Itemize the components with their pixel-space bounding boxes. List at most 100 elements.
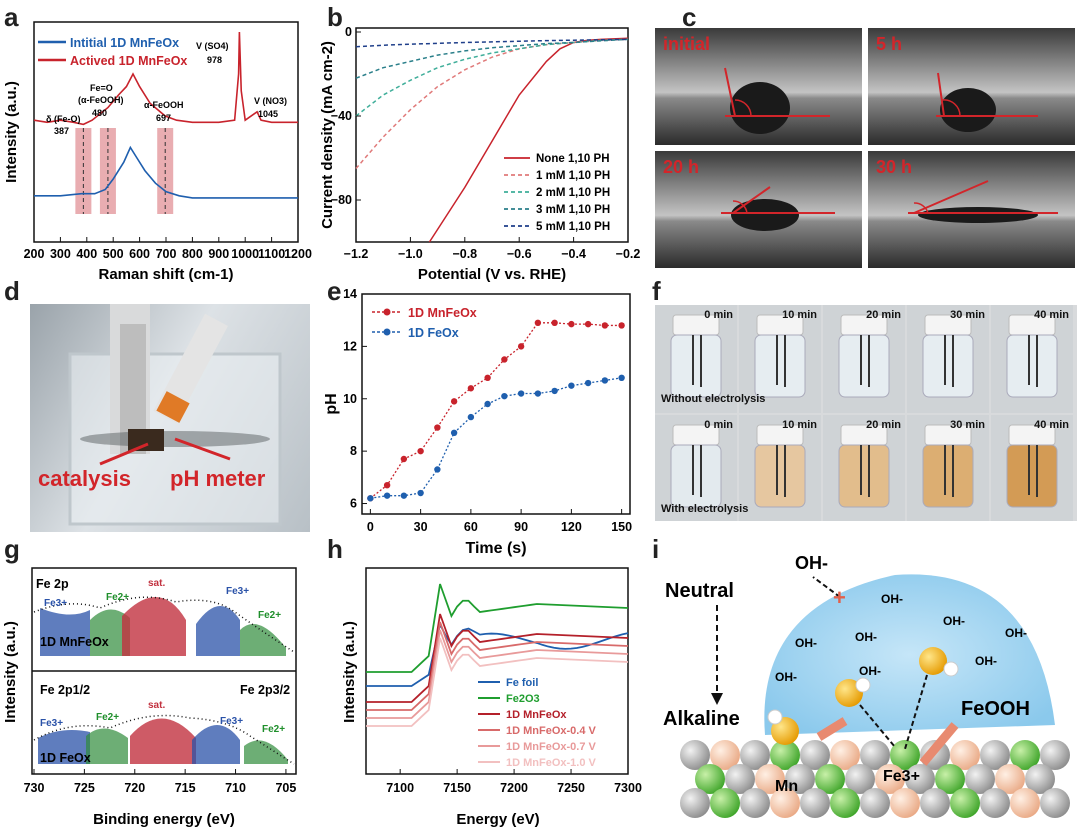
y-axis-label: Current density (mA cm-2) xyxy=(320,41,336,229)
peak-sat-top: sat. xyxy=(148,578,165,589)
lattice-atom xyxy=(860,740,890,770)
lattice-atom xyxy=(890,788,920,818)
panel-label-e: e xyxy=(327,276,342,306)
y-tick-label: −80 xyxy=(331,193,352,207)
x-tick-label: 900 xyxy=(208,247,229,261)
data-point xyxy=(450,429,458,437)
panel-label-d: d xyxy=(4,276,20,306)
y-axis-label: Intensity (a.u.) xyxy=(2,621,19,723)
lattice-atom xyxy=(710,740,740,770)
tile-title: 30 h xyxy=(876,157,913,177)
panel-label-c: c xyxy=(682,2,697,32)
lattice-atom xyxy=(800,740,830,770)
series-line xyxy=(366,613,629,703)
lattice-atom xyxy=(1040,740,1070,770)
data-point xyxy=(434,466,441,473)
axes-frame xyxy=(355,27,629,243)
lattice-atom xyxy=(710,788,740,818)
electrolysis-jars: 0 min 10 min 20 min 30 min 40 min 0 min 10 min… xyxy=(655,305,1077,521)
x-tick-label: −1.0 xyxy=(398,247,423,261)
legend-mnfeox: 1D MnFeOx xyxy=(408,306,477,320)
series-line xyxy=(33,31,298,126)
y-tick-label: 12 xyxy=(343,339,357,353)
oh-6: OH- xyxy=(775,670,797,684)
panel-label-h: h xyxy=(327,534,343,564)
legend-label: 1 mM 1,10 PH xyxy=(536,170,610,182)
legend-label: 2 mM 1,10 PH xyxy=(536,187,610,199)
lattice-atom xyxy=(920,788,950,818)
xanes-chart: 7100 7150 7200 7250 7300 Fe foil Fe2O3 1D MnFe… xyxy=(341,567,642,828)
series-line xyxy=(428,37,629,243)
label-ph-meter: pH meter xyxy=(170,466,266,491)
lattice-atom xyxy=(995,764,1025,794)
x-tick-label: 7200 xyxy=(500,781,528,795)
data-point xyxy=(434,424,441,431)
legend-actived: Actived 1D MnFeOx xyxy=(70,54,187,68)
axes-frame xyxy=(365,567,629,775)
data-point xyxy=(467,413,475,421)
contact-angle-grid: initial 5 h 20 h 30 h xyxy=(655,28,1075,268)
data-point xyxy=(501,356,508,363)
series-line xyxy=(366,637,629,727)
x-tick-label: 7250 xyxy=(557,781,585,795)
droplet-tile-initial: initial xyxy=(655,28,862,145)
y-tick-label: 8 xyxy=(350,444,357,458)
peak-fe2-bot-1: Fe2+ xyxy=(96,712,119,723)
x-tick-label: 705 xyxy=(275,781,296,795)
legend-label: 1D MnFeOx xyxy=(506,709,567,721)
lattice-atom xyxy=(845,764,875,794)
peak-fe2-top-2: Fe2+ xyxy=(258,610,281,621)
lattice-atom xyxy=(950,788,980,818)
data-point xyxy=(383,492,391,499)
jar-photo: 0 min xyxy=(655,305,737,413)
legend-label: 3 mM 1,10 PH xyxy=(536,204,610,216)
series-line xyxy=(366,583,629,673)
series-line xyxy=(355,38,629,169)
x-tick-label: 730 xyxy=(24,781,45,795)
peak-fe3-top-2: Fe3+ xyxy=(226,586,249,597)
x-tick-label: −0.8 xyxy=(452,247,477,261)
data-point xyxy=(568,382,575,389)
legend-label: None 1,10 PH xyxy=(536,153,610,165)
series-line xyxy=(369,322,622,499)
oh-3: OH- xyxy=(795,636,817,650)
x-tick-label: 150 xyxy=(611,520,632,534)
panel-label-b: b xyxy=(327,2,343,32)
legend-label: 1D MnFeOx-0.7 V xyxy=(506,741,597,753)
title-fe2p: Fe 2p xyxy=(36,577,69,591)
legend-label: 5 mM 1,10 PH xyxy=(536,221,610,233)
text-fe3: Fe3+ xyxy=(883,768,920,785)
data-point xyxy=(534,319,542,327)
droplet-tile-20h: 20 h xyxy=(655,151,862,268)
series-line xyxy=(366,621,629,711)
x-axis-label: Potential (V vs. RHE) xyxy=(418,266,566,283)
jar-time-label: 0 min xyxy=(704,419,733,431)
jar-time-label: 20 min xyxy=(866,309,901,321)
panel-label-i: i xyxy=(652,534,660,564)
x-tick-label: −0.6 xyxy=(507,247,532,261)
jar-time-label: 40 min xyxy=(1034,309,1069,321)
x-tick-label: 500 xyxy=(103,247,124,261)
lattice-atom xyxy=(875,764,905,794)
lattice-atom xyxy=(1010,788,1040,818)
row-label-with: With electrolysis xyxy=(661,503,749,515)
annot-978: 978 xyxy=(207,55,222,65)
y-tick-label: 0 xyxy=(345,25,352,39)
lattice-atom xyxy=(755,764,785,794)
x-tick-label: 7300 xyxy=(614,781,642,795)
series-line xyxy=(370,377,622,499)
peak-fe3-bot-2: Fe3+ xyxy=(220,716,243,727)
peak-sat-bot: sat. xyxy=(148,700,165,711)
x-tick-label: 7100 xyxy=(386,781,414,795)
panel-label-f: f xyxy=(652,276,661,306)
y-tick-label: 6 xyxy=(350,497,357,511)
jar-photo: 30 min xyxy=(907,415,989,521)
legend-label: 1D MnFeOx-1.0 V xyxy=(506,757,597,769)
annot-387: 387 xyxy=(54,126,69,136)
oh-4: OH- xyxy=(855,630,877,644)
x-tick-label: −0.2 xyxy=(616,247,641,261)
x-axis-label: Energy (eV) xyxy=(456,811,539,828)
data-point xyxy=(517,343,525,350)
lattice-atom xyxy=(695,764,725,794)
